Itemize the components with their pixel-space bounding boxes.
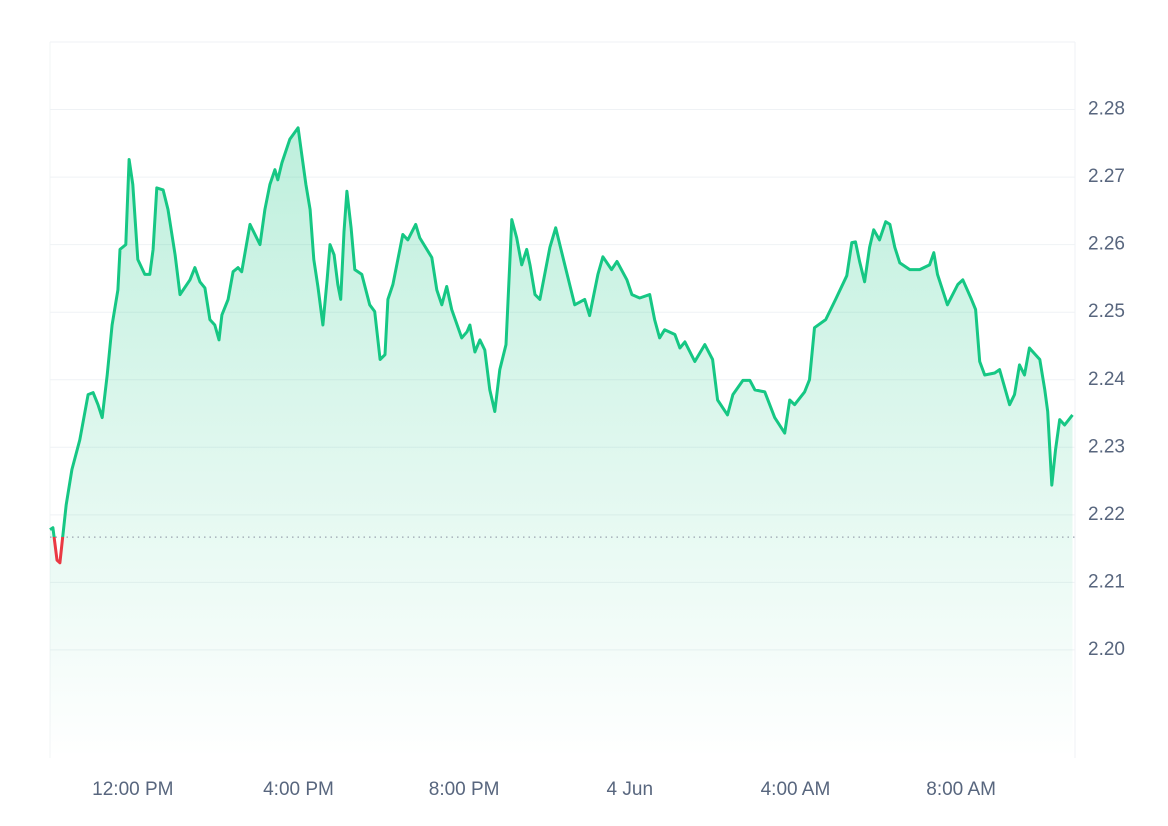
x-tick-label: 12:00 PM xyxy=(92,779,173,800)
y-tick-label: 2.23 xyxy=(1088,436,1125,457)
y-tick-label: 2.21 xyxy=(1088,571,1125,592)
price-line xyxy=(49,126,1074,565)
x-tick-label: 4 Jun xyxy=(607,779,653,800)
y-tick-label: 2.24 xyxy=(1088,369,1125,390)
x-tick-label: 4:00 PM xyxy=(263,779,334,800)
y-tick-label: 2.26 xyxy=(1088,234,1125,255)
x-tick-label: 8:00 AM xyxy=(926,779,996,800)
y-tick-label: 2.20 xyxy=(1088,639,1125,660)
x-tick-label: 4:00 AM xyxy=(761,779,831,800)
price-area xyxy=(50,127,1073,759)
y-tick-label: 2.27 xyxy=(1088,166,1125,187)
y-tick-label: 2.25 xyxy=(1088,301,1125,322)
y-tick-label: 2.22 xyxy=(1088,504,1125,525)
x-tick-label: 8:00 PM xyxy=(429,779,500,800)
y-tick-label: 2.28 xyxy=(1088,99,1125,120)
